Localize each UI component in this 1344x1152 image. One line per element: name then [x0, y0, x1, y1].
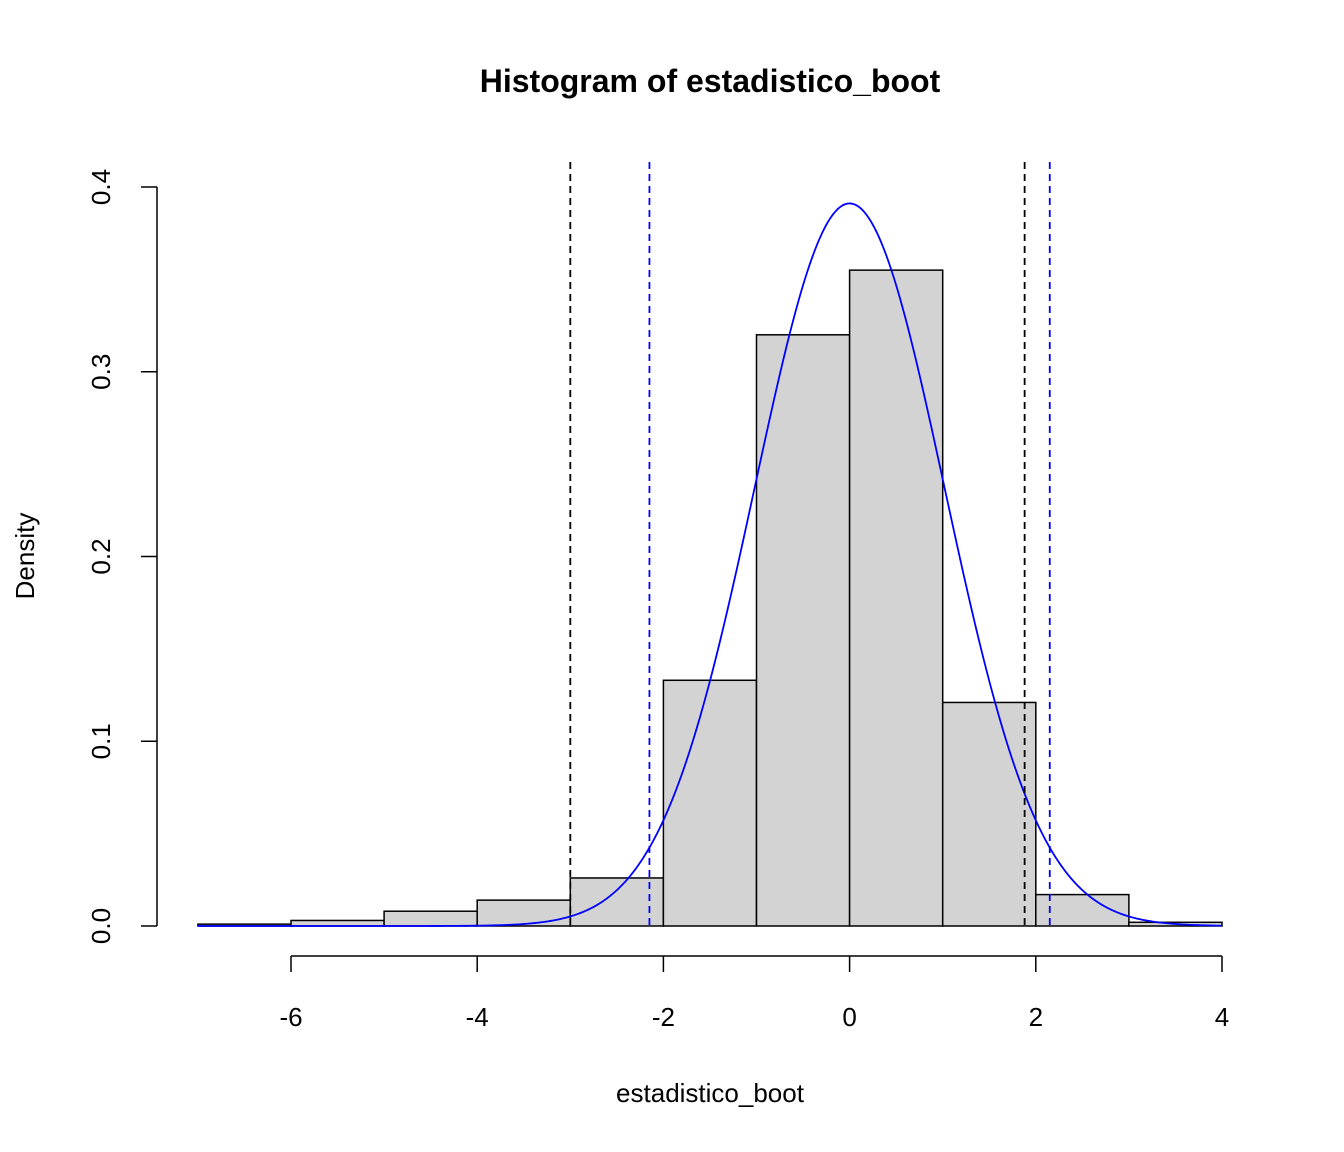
x-axis-title: estadistico_boot: [616, 1078, 805, 1108]
density-curve-layer: [197, 202, 1223, 927]
x-tick-label-1: -4: [466, 1002, 489, 1032]
histogram-bar-7: [848, 269, 944, 927]
y-tick-label-0: 0.0: [86, 908, 116, 944]
histogram-bar-2: [383, 910, 478, 927]
y-axis-title: Density: [10, 513, 40, 600]
histogram-bars: [197, 269, 1223, 927]
x-axis: -6 -4 -2 0 2 4: [279, 955, 1229, 1032]
y-tick-label-3: 0.3: [86, 354, 116, 390]
x-tick-label-5: 4: [1215, 1002, 1229, 1032]
histogram-bar-3: [476, 899, 572, 927]
y-axis: 0.0 0.1 0.2 0.3 0.4: [86, 169, 158, 944]
x-tick-label-2: -2: [652, 1002, 675, 1032]
x-tick-label-4: 2: [1029, 1002, 1043, 1032]
histogram-bar-6: [755, 334, 851, 927]
x-tick-label-3: 0: [842, 1002, 856, 1032]
chart-title: Histogram of estadistico_boot: [480, 63, 941, 99]
density-curve: [197, 202, 1223, 927]
histogram-bar-5: [662, 679, 758, 927]
y-tick-label-2: 0.2: [86, 538, 116, 574]
y-tick-label-1: 0.1: [86, 723, 116, 759]
y-tick-label-4: 0.4: [86, 169, 116, 205]
histogram-bar-4: [569, 877, 665, 927]
histogram-bar-8: [941, 701, 1037, 927]
reference-lines: [569, 162, 1051, 926]
x-tick-label-0: -6: [279, 1002, 302, 1032]
